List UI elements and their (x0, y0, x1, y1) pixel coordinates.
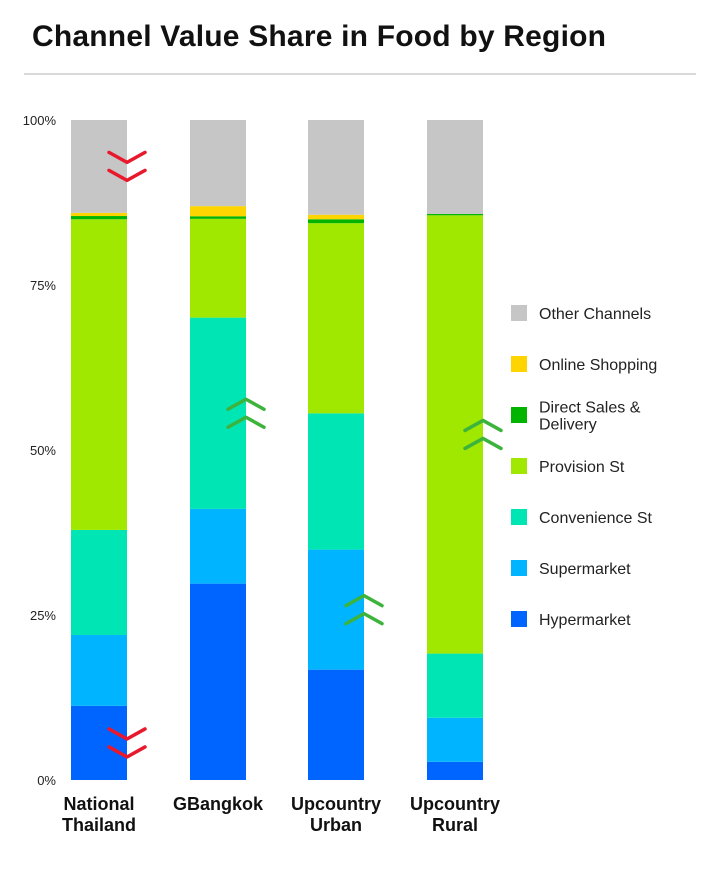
increase-chevron-icon (344, 593, 384, 626)
bar-segment-convenience-st (190, 317, 246, 509)
bar-segment-online-shopping (190, 206, 246, 217)
bar-segment-provision-st (427, 215, 483, 654)
bar-segment-hypermarket (427, 761, 483, 780)
legend-swatch (511, 458, 527, 474)
legend-label: Convenience St (539, 510, 653, 527)
bar-segment-hypermarket (190, 583, 246, 780)
chart-title: Channel Value Share in Food by Region (32, 20, 607, 53)
x-category-label: GBangkok (173, 794, 264, 814)
bar-segment-convenience-st (427, 653, 483, 718)
bar-segment-other-channels (308, 120, 364, 215)
y-tick-label: 75% (30, 278, 56, 293)
bar-segment-hypermarket (308, 669, 364, 780)
legend-item: Provision St (511, 458, 625, 476)
bar-segment-online-shopping (308, 214, 364, 220)
legend-swatch (511, 509, 527, 525)
x-category-label: Rural (432, 815, 478, 835)
legend-item: Direct Sales & Delivery (511, 400, 641, 434)
legend-label: Supermarket (539, 561, 631, 578)
bar-segment-convenience-st (308, 413, 364, 550)
title-divider (24, 73, 696, 75)
decrease-chevron-icon (107, 727, 147, 759)
x-category-label: Thailand (62, 815, 136, 835)
increase-chevron-icon (226, 397, 266, 430)
bar-segment-convenience-st (71, 529, 127, 635)
bar-segment-supermarket (190, 508, 246, 584)
x-category-label: Upcountry (410, 794, 500, 814)
bar-segment-other-channels (190, 120, 246, 207)
y-tick-label: 0% (37, 773, 56, 788)
legend-swatch (511, 560, 527, 576)
legend-item: Other Channels (511, 305, 651, 323)
decrease-chevron-icon (107, 150, 147, 183)
legend-label: Provision St (539, 459, 625, 476)
bar-segment-provision-st (71, 219, 127, 530)
legend-label: Online Shopping (539, 357, 657, 374)
x-category-label: Urban (310, 815, 362, 835)
bar-segment-provision-st (308, 223, 364, 414)
legend: Other Channels Online Shopping Direct Sale… (511, 305, 657, 629)
legend-label: Other Channels (539, 306, 651, 323)
x-category-label: National (63, 794, 134, 814)
bar-segment-supermarket (427, 717, 483, 762)
bar-segment-supermarket (308, 549, 364, 670)
legend-item: Hypermarket (511, 611, 631, 629)
legend-label: Hypermarket (539, 612, 631, 629)
y-axis: 0% 25% 50% 75% 100% (23, 113, 57, 788)
bar-segment-supermarket (71, 634, 127, 706)
bar-segment-hypermarket (71, 705, 127, 780)
legend-item: Supermarket (511, 560, 631, 578)
bar-segment-online-shopping (71, 212, 127, 217)
y-tick-label: 50% (30, 443, 56, 458)
bar-segment-direct-sales-delivery (308, 219, 364, 224)
bar-segment-direct-sales-delivery (190, 216, 246, 219)
y-tick-label: 100% (23, 113, 57, 128)
x-category-label: Upcountry (291, 794, 381, 814)
legend-swatch (511, 305, 527, 321)
legend-swatch (511, 356, 527, 372)
bars (71, 120, 483, 780)
bar-segment-other-channels (71, 120, 127, 213)
legend-item: Online Shopping (511, 356, 657, 374)
legend-swatch (511, 611, 527, 627)
bar-segment-other-channels (427, 120, 483, 215)
increase-chevron-icon (463, 418, 503, 451)
bar-segment-provision-st (190, 218, 246, 318)
legend-label: Direct Sales & Delivery (539, 400, 641, 434)
bar-segment-direct-sales-delivery (427, 214, 483, 216)
y-tick-label: 25% (30, 608, 56, 623)
legend-swatch (511, 407, 527, 423)
legend-item: Convenience St (511, 509, 653, 527)
bar-segment-direct-sales-delivery (71, 216, 127, 220)
trend-markers (107, 150, 503, 759)
